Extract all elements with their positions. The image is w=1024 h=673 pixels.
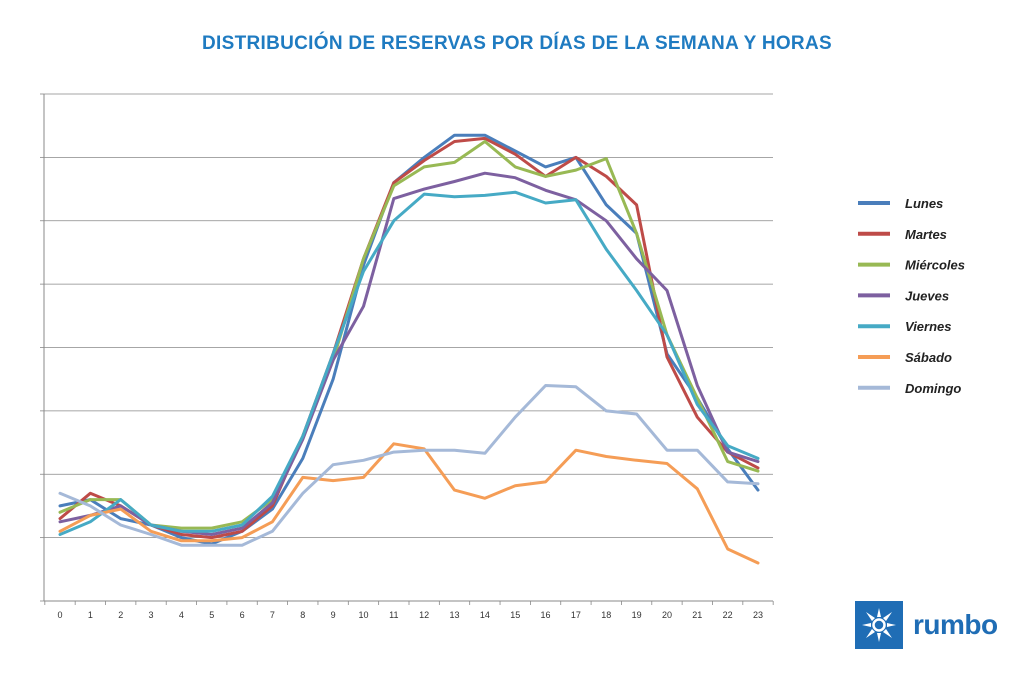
legend-label-martes: Martes bbox=[905, 227, 947, 242]
x-tick-label: 20 bbox=[662, 610, 672, 620]
x-tick-label: 1 bbox=[88, 610, 93, 620]
x-tick-label: 3 bbox=[149, 610, 154, 620]
x-tick-label: 5 bbox=[209, 610, 214, 620]
legend-label-domingo: Domingo bbox=[905, 381, 961, 396]
legend-label-jueves: Jueves bbox=[905, 288, 949, 303]
x-tick-label: 8 bbox=[300, 610, 305, 620]
legend-label-lunes: Lunes bbox=[905, 196, 943, 211]
series-line-miercoles bbox=[58, 140, 760, 530]
x-tick-label: 7 bbox=[270, 610, 275, 620]
legend: Lunes Martes Miércoles Jueves Viernes Sábado D… bbox=[858, 196, 965, 396]
x-tick-label: 21 bbox=[692, 610, 702, 620]
x-tick-label: 17 bbox=[571, 610, 581, 620]
x-tick-label: 10 bbox=[358, 610, 368, 620]
x-tick-label: 23 bbox=[753, 610, 763, 620]
x-tick-label: 0 bbox=[57, 610, 62, 620]
series-line-martes bbox=[58, 136, 760, 540]
series-line-jueves bbox=[58, 171, 760, 536]
rumbo-logo: rumbo bbox=[855, 601, 998, 649]
star-burst-icon bbox=[855, 601, 903, 649]
legend-label-sabado: Sábado bbox=[905, 350, 952, 365]
x-tick-label: 4 bbox=[179, 610, 184, 620]
series-line-viernes bbox=[58, 190, 760, 536]
x-tick-label: 9 bbox=[331, 610, 336, 620]
x-tick-label: 19 bbox=[632, 610, 642, 620]
series-line-lunes bbox=[58, 133, 760, 546]
x-tick-label: 13 bbox=[450, 610, 460, 620]
legend-label-miercoles: Miércoles bbox=[905, 258, 965, 273]
x-tick-label: 14 bbox=[480, 610, 490, 620]
x-tick-label: 2 bbox=[118, 610, 123, 620]
series-line-domingo bbox=[58, 384, 760, 547]
x-tick-label: 18 bbox=[601, 610, 611, 620]
x-tick-label: 6 bbox=[240, 610, 245, 620]
x-tick-label: 12 bbox=[419, 610, 429, 620]
x-tick-labels: 0 1 2 3 4 5 6 7 8 9 10 11 12 13 14 15 16 17 18 19 20 21 22 23 bbox=[57, 610, 763, 620]
series-lines bbox=[58, 133, 760, 565]
axes bbox=[40, 93, 774, 605]
x-tick-label: 11 bbox=[389, 610, 398, 620]
series-line-sabado bbox=[58, 442, 760, 565]
grid-lines bbox=[44, 93, 773, 539]
logo-text: rumbo bbox=[913, 609, 998, 640]
x-tick-label: 15 bbox=[510, 610, 520, 620]
x-tick-label: 16 bbox=[541, 610, 551, 620]
chart-title: DISTRIBUCIÓN DE RESERVAS POR DÍAS DE LA … bbox=[202, 33, 832, 54]
x-tick-label: 22 bbox=[723, 610, 733, 620]
legend-label-viernes: Viernes bbox=[905, 319, 952, 334]
